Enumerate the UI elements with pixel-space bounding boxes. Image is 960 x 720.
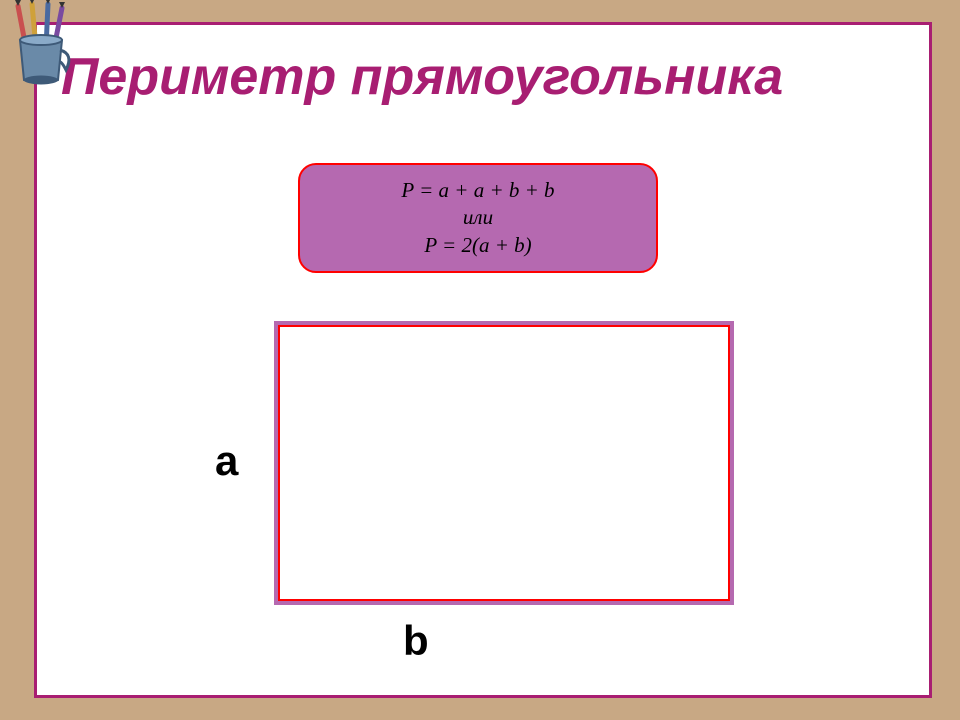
side-label-a: a <box>215 437 238 485</box>
formula-line-1: P = a + a + b + b <box>401 177 554 204</box>
formula-line-2: или <box>463 204 493 231</box>
slide-title: Периметр прямоугольника <box>61 47 783 107</box>
side-label-b: b <box>403 617 429 665</box>
pencil-cup-icon <box>6 0 76 90</box>
formula-box: P = a + a + b + b или P = 2(a + b) <box>298 163 658 273</box>
page-root: Периметр прямоугольника P = a + a + b + … <box>0 0 960 720</box>
slide-panel: Периметр прямоугольника P = a + a + b + … <box>34 22 932 698</box>
formula-line-3: P = 2(a + b) <box>424 232 531 259</box>
rectangle-diagram <box>274 321 734 605</box>
